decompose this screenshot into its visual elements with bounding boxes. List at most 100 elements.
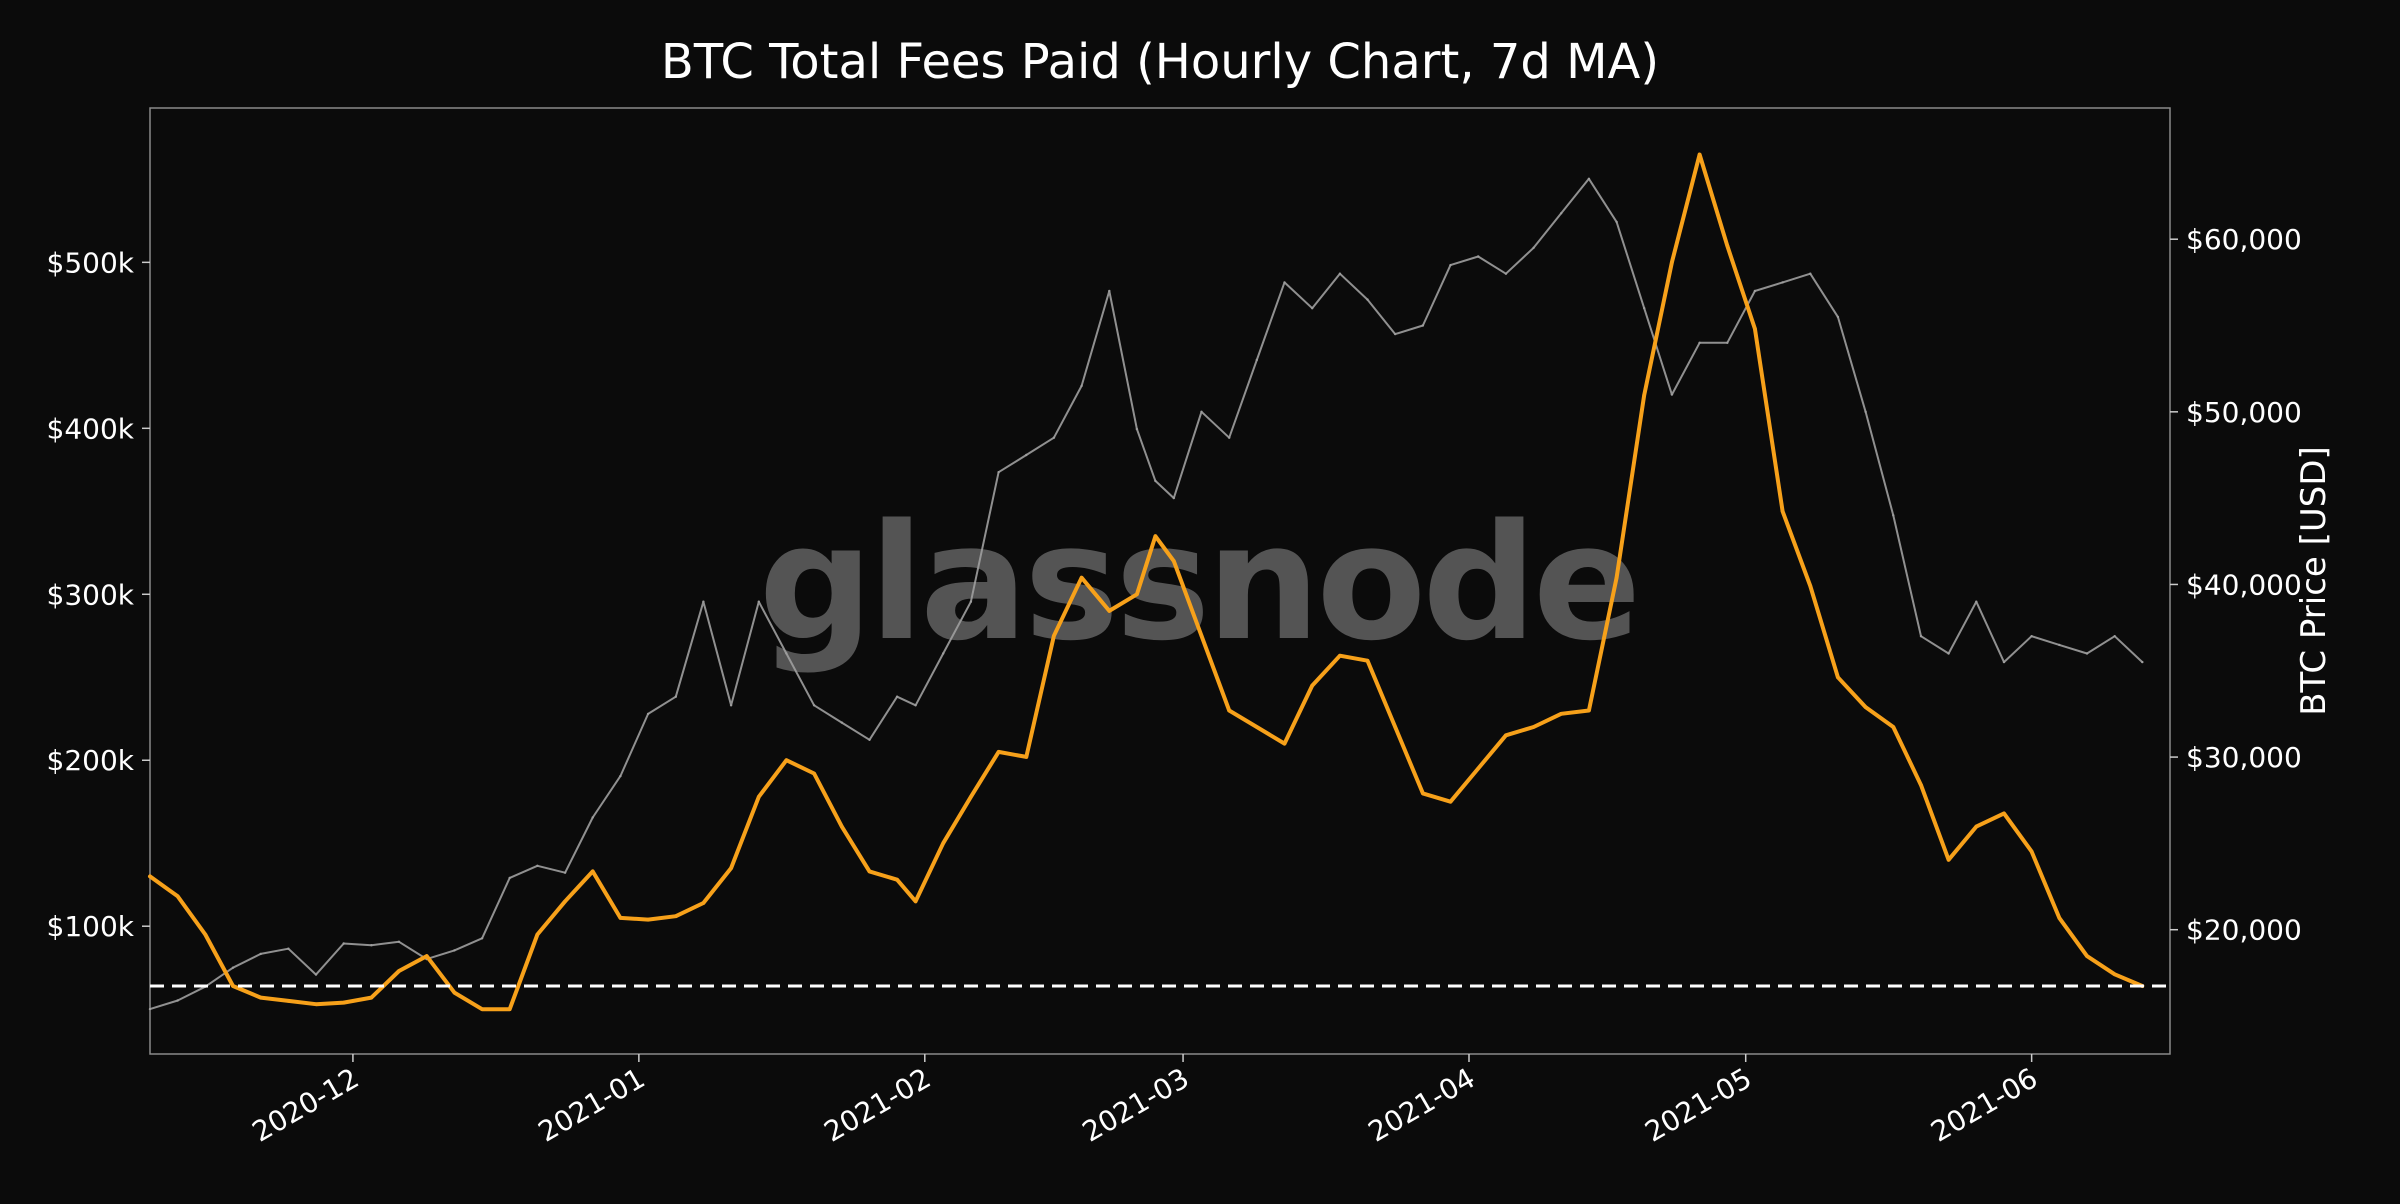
total-fees-point	[1227, 708, 1231, 713]
total-fees-point	[590, 869, 595, 874]
total-fees-point	[941, 841, 945, 845]
btc-price-point	[785, 652, 788, 655]
total-fees-point	[424, 954, 429, 958]
btc-price-point	[453, 949, 456, 952]
btc-price-point	[2002, 660, 2006, 664]
total-fees-point	[1421, 791, 1425, 796]
total-fees-point	[1642, 393, 1646, 397]
total-fees-point	[1753, 326, 1757, 331]
total-fees-point	[1670, 260, 1674, 265]
btc-price-point	[2141, 660, 2144, 664]
y-left-tick-label: $500k	[47, 246, 135, 279]
btc-price-point	[1366, 298, 1369, 301]
total-fees-point	[2112, 972, 2117, 977]
btc-price-point	[1698, 341, 1701, 344]
btc-price-point	[914, 704, 917, 707]
total-fees-point	[913, 899, 918, 904]
total-fees-point	[969, 795, 973, 799]
btc-price-point	[259, 952, 262, 956]
btc-price-point	[868, 738, 871, 741]
total-fees-point	[1863, 705, 1868, 709]
total-fees-series	[148, 152, 2145, 1012]
y-left-tick-label: $300k	[47, 578, 135, 611]
y-axis-right-label: BTC Price [USD]	[2294, 446, 2334, 716]
total-fees-point	[1919, 783, 1923, 787]
btc-price-point	[176, 999, 179, 1002]
total-fees-point	[646, 917, 650, 922]
total-fees-point	[729, 866, 733, 870]
total-fees-point	[674, 914, 678, 918]
total-fees-point	[1282, 741, 1287, 746]
total-fees-point	[1338, 653, 1342, 658]
y-left-tick-label: $100k	[47, 910, 135, 943]
total-fees-point	[1310, 683, 1314, 688]
total-fees-point	[341, 1000, 346, 1005]
btc-price-point	[563, 871, 567, 874]
total-fees-point	[2085, 954, 2089, 958]
total-fees-point	[1974, 824, 1979, 829]
total-fees-point	[1448, 799, 1453, 804]
btc-price-point	[591, 816, 594, 819]
chart-title: BTC Total Fees Paid (Hourly Chart, 7d MA…	[661, 34, 1659, 90]
btc-price-point	[2113, 635, 2116, 638]
btc-price-point	[342, 942, 345, 945]
btc-price-point	[1172, 496, 1176, 500]
btc-price-point	[2058, 643, 2061, 647]
total-fees-point	[286, 999, 291, 1003]
y-right-tick-label: $30,000	[2186, 741, 2302, 774]
total-fees-point	[507, 1007, 512, 1011]
total-fees-point	[1531, 725, 1536, 729]
btc-price-point	[1892, 514, 1895, 517]
btc-price-point	[1338, 272, 1342, 275]
btc-price-point	[1135, 427, 1139, 431]
total-fees-point	[175, 894, 180, 899]
total-fees-point	[203, 932, 208, 937]
btc-price-line	[149, 177, 2144, 1011]
btc-price-point	[1670, 393, 1674, 396]
btc-price-point	[812, 704, 816, 707]
total-fees-point	[535, 932, 540, 937]
btc-price-point	[1781, 281, 1784, 284]
total-fees-point	[1365, 658, 1370, 663]
btc-price-point	[1726, 341, 1729, 344]
btc-price-point	[536, 864, 539, 867]
btc-price-point	[2085, 652, 2089, 655]
total-fees-point	[867, 869, 872, 874]
btc-price-point	[702, 600, 705, 603]
total-fees-point	[757, 795, 761, 799]
total-fees-point	[1079, 575, 1084, 580]
btc-price-point	[480, 937, 484, 940]
btc-price-point	[1560, 212, 1563, 215]
total-fees-point	[480, 1007, 484, 1011]
y-left-tick-label: $400k	[47, 412, 135, 445]
total-fees-point	[701, 901, 706, 905]
total-fees-point	[1780, 509, 1785, 514]
btc-price-point	[729, 704, 733, 707]
total-fees-point	[1153, 534, 1158, 538]
btc-price-point	[1836, 315, 1840, 319]
total-fees-point	[1559, 712, 1563, 716]
btc-price-point	[1975, 600, 1978, 603]
btc-price-point	[1504, 272, 1508, 275]
y-right-tick-label: $20,000	[2186, 914, 2302, 947]
btc-price-point	[1919, 635, 1923, 638]
total-fees-point	[1255, 725, 1259, 729]
total-fees-point	[1172, 559, 1176, 563]
btc-price-point	[840, 721, 843, 724]
total-fees-point	[2057, 916, 2062, 920]
y-right-tick-label: $60,000	[2186, 223, 2302, 256]
total-fees-point	[1614, 575, 1619, 580]
total-fees-point	[1476, 766, 1480, 771]
total-fees-point	[563, 899, 567, 904]
btc-price-point	[1283, 281, 1286, 284]
btc-price-point	[1228, 436, 1231, 439]
btc-price-point	[619, 774, 622, 778]
total-fees-point	[231, 984, 235, 988]
btc-price-point	[508, 876, 511, 880]
total-fees-point	[1199, 634, 1204, 638]
btc-price-point	[1255, 358, 1259, 362]
total-fees-point	[1725, 244, 1730, 248]
btc-price-point	[397, 940, 401, 943]
